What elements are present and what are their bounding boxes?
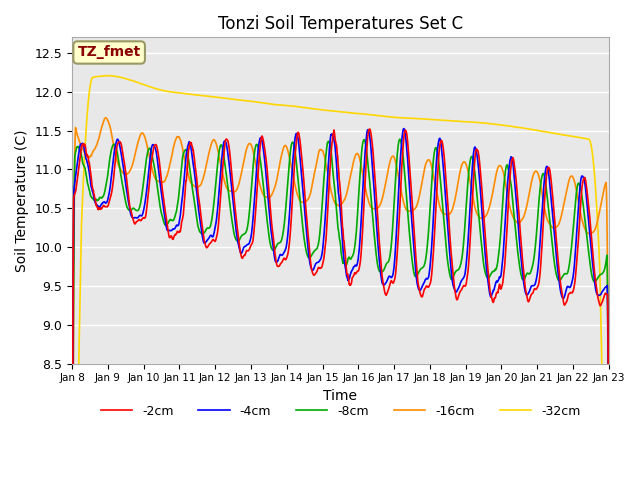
Text: TZ_fmet: TZ_fmet bbox=[77, 46, 141, 60]
Title: Tonzi Soil Temperatures Set C: Tonzi Soil Temperatures Set C bbox=[218, 15, 463, 33]
X-axis label: Time: Time bbox=[323, 389, 358, 403]
Legend: -2cm, -4cm, -8cm, -16cm, -32cm: -2cm, -4cm, -8cm, -16cm, -32cm bbox=[95, 400, 585, 423]
Y-axis label: Soil Temperature (C): Soil Temperature (C) bbox=[15, 129, 29, 272]
